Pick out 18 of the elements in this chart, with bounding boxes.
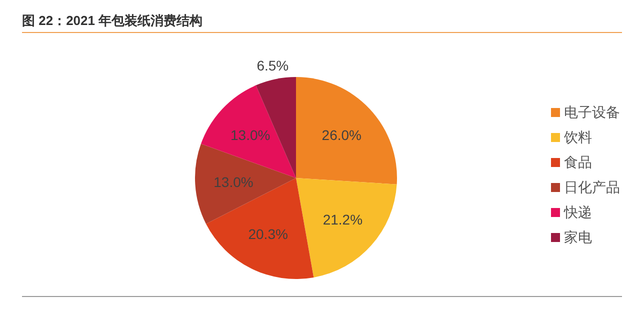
chart-title: 图 22：2021 年包装纸消费结构 [22,12,203,30]
legend-label: 日化产品 [564,178,620,196]
data-label: 26.0% [322,127,362,144]
legend-label: 电子设备 [564,104,620,122]
legend-label: 食品 [564,154,592,172]
pie-slice [195,144,296,224]
pie-slice [200,85,296,178]
data-label: 13.0% [230,127,270,144]
pie-slice [296,178,397,278]
data-label: 6.5% [256,57,289,74]
pie-slice [296,77,397,184]
data-label: 13.0% [214,174,254,190]
data-label: 20.3% [248,226,288,242]
pie-slice [206,178,314,279]
data-label: 21.2% [322,212,363,228]
legend-label: 家电 [564,228,592,246]
legend-label: 饮料 [564,128,592,146]
legend-label: 快递 [564,204,592,222]
